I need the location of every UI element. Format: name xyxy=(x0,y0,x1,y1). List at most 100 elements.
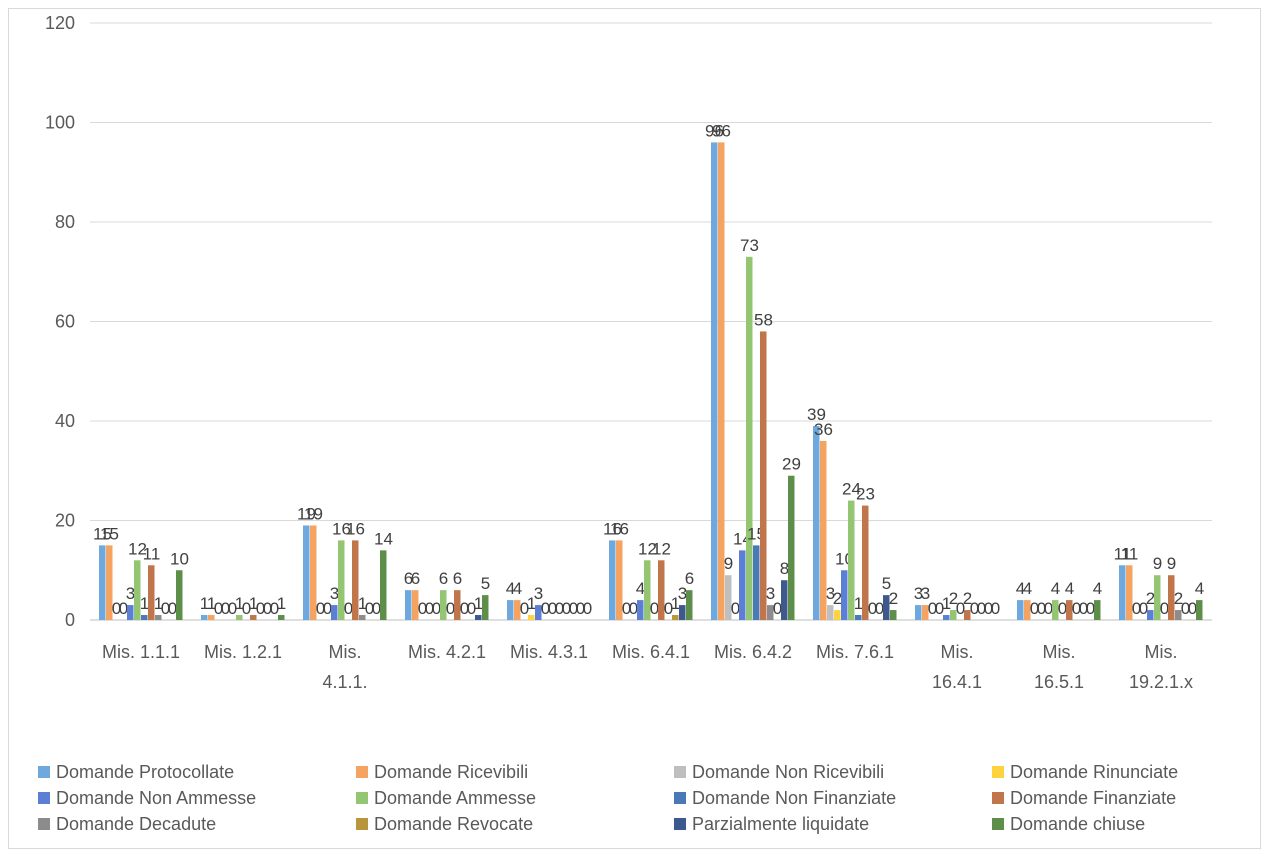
data-label: 6 xyxy=(411,569,420,588)
bar xyxy=(718,142,725,620)
legend-label: Domande Revocate xyxy=(374,813,534,834)
legend-swatch xyxy=(992,818,1004,830)
data-label: 0 xyxy=(731,599,740,618)
bar xyxy=(950,610,957,620)
bar xyxy=(862,505,869,620)
data-label: 9 xyxy=(724,554,733,573)
bar xyxy=(834,610,841,620)
bar xyxy=(672,615,679,620)
data-label: 0 xyxy=(214,599,223,618)
data-label: 1 xyxy=(942,594,951,613)
bar xyxy=(855,615,862,620)
y-tick-label: 0 xyxy=(65,610,75,630)
data-label: 0 xyxy=(1030,599,1039,618)
legend-item: Domande Rinunciate xyxy=(992,760,1238,784)
legend-item: Domande Decadute xyxy=(38,812,356,836)
legend-swatch xyxy=(356,792,368,804)
data-label: 0 xyxy=(221,599,230,618)
bar xyxy=(739,550,746,620)
bar xyxy=(679,605,686,620)
data-label: 2 xyxy=(833,589,842,608)
bar xyxy=(278,615,285,620)
bar xyxy=(658,560,665,620)
data-label: 19 xyxy=(304,504,323,523)
data-label: 0 xyxy=(935,599,944,618)
y-tick-label: 80 xyxy=(55,212,75,232)
data-label: 0 xyxy=(868,599,877,618)
data-label: 0 xyxy=(344,599,353,618)
legend-item: Domande Non Ammesse xyxy=(38,786,356,810)
data-label: 0 xyxy=(372,599,381,618)
x-tick-label: Mis. 19.2.1.x xyxy=(1129,642,1193,692)
data-label: 3 xyxy=(534,584,543,603)
data-label: 0 xyxy=(168,599,177,618)
data-label: 0 xyxy=(460,599,469,618)
bar xyxy=(380,550,387,620)
data-label: 0 xyxy=(228,599,237,618)
data-label: 58 xyxy=(754,310,773,329)
bar xyxy=(176,570,183,620)
data-label: 1 xyxy=(207,594,216,613)
data-label: 12 xyxy=(638,539,657,558)
data-label: 0 xyxy=(875,599,884,618)
data-label: 0 xyxy=(773,599,782,618)
data-label: 0 xyxy=(991,599,1000,618)
bar xyxy=(711,142,718,620)
legend-item: Parzialmente liquidate xyxy=(674,812,992,836)
bar xyxy=(1154,575,1161,620)
data-label: 0 xyxy=(242,599,251,618)
data-label: 4 xyxy=(1065,579,1074,598)
data-label: 23 xyxy=(856,485,875,504)
legend-item: Domande Revocate xyxy=(356,812,674,836)
legend-label: Domande Non Ricevibili xyxy=(692,761,885,782)
data-label: 0 xyxy=(664,599,673,618)
bar xyxy=(767,605,774,620)
bar xyxy=(155,615,162,620)
data-label: 0 xyxy=(1181,599,1190,618)
bar xyxy=(303,525,310,620)
data-label: 2 xyxy=(1146,589,1155,608)
data-label: 0 xyxy=(977,599,986,618)
data-label: 2 xyxy=(949,589,958,608)
data-label: 14 xyxy=(374,529,393,548)
bar xyxy=(250,615,257,620)
data-label: 0 xyxy=(418,599,427,618)
data-label: 0 xyxy=(323,599,332,618)
bar xyxy=(820,440,827,620)
legend-label: Domande Rinunciate xyxy=(1010,761,1179,782)
data-label: 3 xyxy=(678,584,687,603)
bar xyxy=(454,590,461,620)
data-label: 0 xyxy=(432,599,441,618)
bar xyxy=(788,475,795,620)
data-label: 4 xyxy=(513,579,522,598)
legend-item: Domande chiuse xyxy=(992,812,1238,836)
data-label: 1 xyxy=(200,594,209,613)
data-label: 0 xyxy=(629,599,638,618)
legend-item: Domande Ricevibili xyxy=(356,760,674,784)
data-label: 4 xyxy=(1195,579,1204,598)
data-label: 4 xyxy=(1093,579,1102,598)
data-label: 12 xyxy=(652,539,671,558)
bar xyxy=(637,600,644,620)
data-label: 3 xyxy=(921,584,930,603)
data-label: 19 xyxy=(297,504,316,523)
bar xyxy=(848,500,855,620)
x-tick-label: Mis. 7.6.1 xyxy=(816,642,894,662)
legend-label: Domande Non Finanziate xyxy=(692,787,897,808)
bar xyxy=(1094,600,1101,620)
legend-swatch xyxy=(674,818,686,830)
bar xyxy=(686,590,693,620)
data-label: 12 xyxy=(128,539,147,558)
bar xyxy=(760,331,767,620)
data-label: 16 xyxy=(610,519,629,538)
data-label: 0 xyxy=(583,599,592,618)
chart-legend: Domande Protocollate Domande Ricevibili Do… xyxy=(38,760,1238,836)
data-label: 1 xyxy=(249,594,258,613)
data-label: 73 xyxy=(740,236,759,255)
legend-swatch xyxy=(38,792,50,804)
data-label: 16 xyxy=(603,519,622,538)
x-tick-label: Mis. 1.2.1 xyxy=(204,642,282,662)
data-label: 1 xyxy=(277,594,286,613)
data-label: 0 xyxy=(576,599,585,618)
data-label: 8 xyxy=(780,559,789,578)
